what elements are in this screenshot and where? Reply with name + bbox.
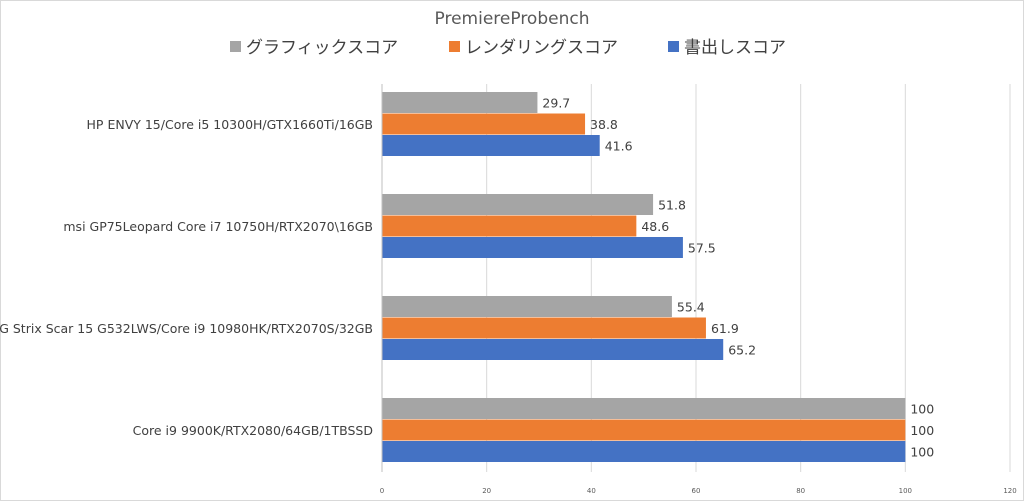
data-label: 38.8 (590, 117, 618, 132)
legend-swatch-graphics (230, 41, 241, 52)
category-label: Core i9 9900K/RTX2080/64GB/1TBSSD (133, 423, 373, 438)
bar-rendering (382, 317, 706, 339)
bar-rendering (382, 419, 906, 441)
data-label: 65.2 (728, 342, 756, 357)
x-tick-label: 40 (587, 487, 596, 495)
category-label: msi GP75Leopard Core i7 10750H/RTX2070\1… (63, 219, 373, 234)
legend-item-export: 書出しスコア (668, 38, 786, 58)
data-label: 100 (910, 401, 934, 416)
data-label: 55.4 (677, 299, 705, 314)
bar-graphics (382, 398, 906, 419)
x-tick-label: 20 (482, 487, 491, 495)
data-label: 51.8 (658, 197, 686, 212)
data-label: 29.7 (542, 95, 570, 110)
chart-title: PremiereProbench (435, 9, 590, 29)
legend: グラフィックスコア レンダリングスコア 書出しスコア (230, 38, 786, 58)
legend-swatch-export (668, 41, 679, 52)
x-tick-label: 60 (692, 487, 701, 495)
data-label: 41.6 (605, 138, 633, 153)
data-label: 61.9 (711, 321, 739, 336)
legend-label-rendering: レンダリングスコア (465, 38, 618, 58)
legend-label-export: 書出しスコア (684, 38, 786, 58)
data-label: 100 (910, 444, 934, 459)
bar-export (382, 237, 683, 258)
x-tick-label: 100 (899, 487, 912, 495)
legend-swatch-rendering (449, 41, 460, 52)
x-tick-label: 80 (796, 487, 805, 495)
data-label: 48.6 (641, 219, 669, 234)
category-labels: HP ENVY 15/Core i5 10300H/GTX1660Ti/16GB… (0, 117, 373, 438)
legend-label-graphics: グラフィックスコア (246, 38, 398, 58)
x-tick-label: 0 (380, 487, 384, 495)
category-label: ROG Strix Scar 15 G532LWS/Core i9 10980H… (0, 321, 373, 336)
legend-item-rendering: レンダリングスコア (449, 38, 618, 58)
x-tick-label: 120 (1003, 487, 1016, 495)
data-label: 57.5 (688, 240, 716, 255)
data-labels: 29.7 38.8 41.6 51.8 48.6 57.5 55.4 61.9 65.2 100 1… (542, 95, 934, 459)
bar-graphics (382, 296, 672, 317)
bar-graphics (382, 194, 654, 215)
bars (382, 92, 906, 462)
bar-graphics (382, 92, 538, 113)
bar-export (382, 339, 724, 360)
legend-item-graphics: グラフィックスコア (230, 38, 398, 58)
category-label: HP ENVY 15/Core i5 10300H/GTX1660Ti/16GB (87, 117, 373, 132)
data-label: 100 (910, 423, 934, 438)
x-axis-ticks: 0 20 40 60 80 100 120 (380, 487, 1017, 495)
bar-export (382, 135, 600, 156)
bar-export (382, 441, 906, 462)
bar-rendering (382, 215, 637, 237)
bar-rendering (382, 113, 586, 135)
